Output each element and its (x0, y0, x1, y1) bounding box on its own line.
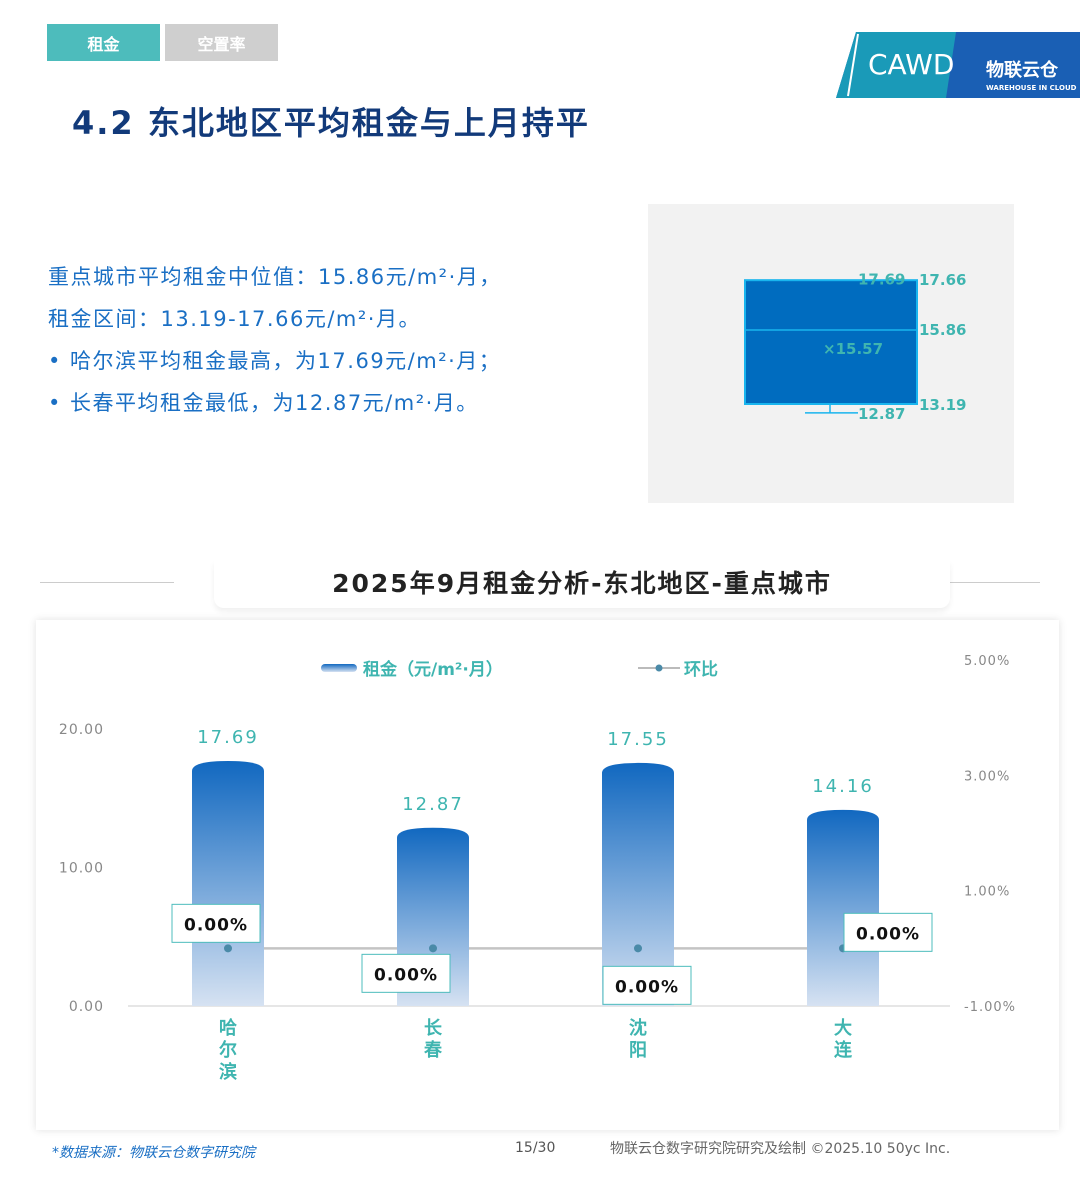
cawd-logo: CAWD 物联云仓 WAREHOUSE IN CLOUD (836, 32, 1080, 98)
summary-lowest: • 长春平均租金最低，为12.87元/m²·月。 (48, 391, 479, 415)
bar-label: 17.55 (607, 729, 669, 750)
box-plot: 17.69 17.66 15.86 ×15.57 13.19 12.87 (744, 270, 966, 423)
label-mean: ×15.57 (823, 340, 883, 358)
mom-label-box (602, 965, 692, 1005)
box-plot-panel: 17.69 17.66 15.86 ×15.57 13.19 12.87 (648, 204, 1014, 503)
mom-label-box (171, 903, 261, 943)
mom-point[interactable] (429, 944, 437, 953)
bar-chart: 租金（元/m²·月） 环比 0.00 10.00 20.00 -1.00% 1.00% 3… (59, 654, 1016, 1083)
credit: 物联云仓数字研究院研究及绘制 ©2025.10 50yc Inc. (610, 1141, 951, 1157)
right-tick: 3.00% (964, 769, 1010, 784)
summary-text: 重点城市平均租金中位值：15.86元/m²·月， 租金区间：13.19-17.6… (48, 256, 502, 424)
mom-label: 0.00% (184, 915, 248, 935)
svg-text:哈: 哈 (219, 1017, 237, 1039)
bar-哈尔滨[interactable] (192, 760, 264, 1006)
mom-label: 0.00% (374, 965, 438, 985)
summary-highest: • 哈尔滨平均租金最高，为17.69元/m²·月； (48, 349, 502, 373)
label-q3: 17.66 (919, 271, 966, 289)
divider-left (40, 582, 174, 583)
page-title: 4.2 东北地区平均租金与上月持平 (72, 104, 590, 142)
bar-chart-panel: 租金（元/m²·月） 环比 0.00 10.00 20.00 -1.00% 1.00% 3… (36, 620, 1059, 1130)
right-tick: -1.00% (964, 1000, 1016, 1015)
box-plot-box (744, 279, 918, 405)
mom-label: 0.00% (615, 977, 679, 997)
right-tick: 1.00% (964, 885, 1010, 900)
legend-bar-swatch (321, 664, 357, 672)
legend: 租金（元/m²·月） 环比 (321, 659, 718, 680)
label-min: 12.87 (858, 405, 905, 423)
legend-rent: 租金（元/m²·月） (363, 659, 503, 680)
svg-text:长: 长 (424, 1018, 443, 1039)
label-max: 17.69 (858, 270, 905, 288)
x-tick-label: 长春 (424, 1018, 443, 1061)
svg-text:大: 大 (834, 1017, 852, 1039)
svg-text:阳: 阳 (629, 1040, 647, 1061)
page-number: 15/30 (515, 1140, 556, 1156)
left-tick: 20.00 (59, 722, 104, 738)
svg-text:物联云仓: 物联云仓 (986, 59, 1059, 81)
summary-range: 租金区间：13.19-17.66元/m²·月。 (48, 307, 421, 331)
left-tick: 10.00 (59, 861, 104, 877)
label-q1: 13.19 (919, 396, 966, 414)
bar-label: 17.69 (197, 727, 259, 748)
mom-label-box (361, 953, 451, 993)
chart-title: 2025年9月租金分析-东北地区-重点城市 (214, 560, 950, 608)
svg-text:春: 春 (424, 1039, 443, 1061)
tab-vacancy[interactable]: 空置率 (165, 24, 278, 61)
left-tick: 0.00 (69, 999, 104, 1015)
legend-line-marker (655, 664, 663, 672)
mom-point[interactable] (634, 944, 642, 953)
svg-text:滨: 滨 (219, 1061, 237, 1083)
svg-text:WAREHOUSE IN CLOUD: WAREHOUSE IN CLOUD (986, 84, 1077, 92)
svg-text:沈: 沈 (629, 1017, 647, 1039)
tab-rent[interactable]: 租金 (47, 24, 160, 61)
summary-median: 重点城市平均租金中位值：15.86元/m²·月， (48, 265, 502, 289)
right-tick: 5.00% (964, 654, 1010, 669)
data-source: *数据来源：物联云仓数字研究院 (52, 1145, 255, 1161)
x-tick-label: 大连 (834, 1017, 853, 1061)
bar-沈阳[interactable] (602, 762, 674, 1006)
label-median: 15.86 (919, 321, 966, 339)
legend-mom: 环比 (684, 659, 718, 680)
svg-text:尔: 尔 (219, 1039, 237, 1061)
mom-label-box (843, 912, 933, 952)
bar-label: 12.87 (402, 794, 464, 815)
mom-label: 0.00% (856, 924, 920, 944)
x-tick-label: 沈阳 (629, 1017, 647, 1061)
bar-label: 14.16 (812, 776, 874, 797)
bar-大连[interactable] (807, 809, 879, 1006)
svg-text:连: 连 (834, 1039, 853, 1061)
x-tick-label: 哈尔滨 (219, 1017, 237, 1083)
divider-right (910, 582, 1040, 583)
mom-point[interactable] (224, 944, 232, 953)
svg-text:CAWD: CAWD (868, 48, 954, 81)
